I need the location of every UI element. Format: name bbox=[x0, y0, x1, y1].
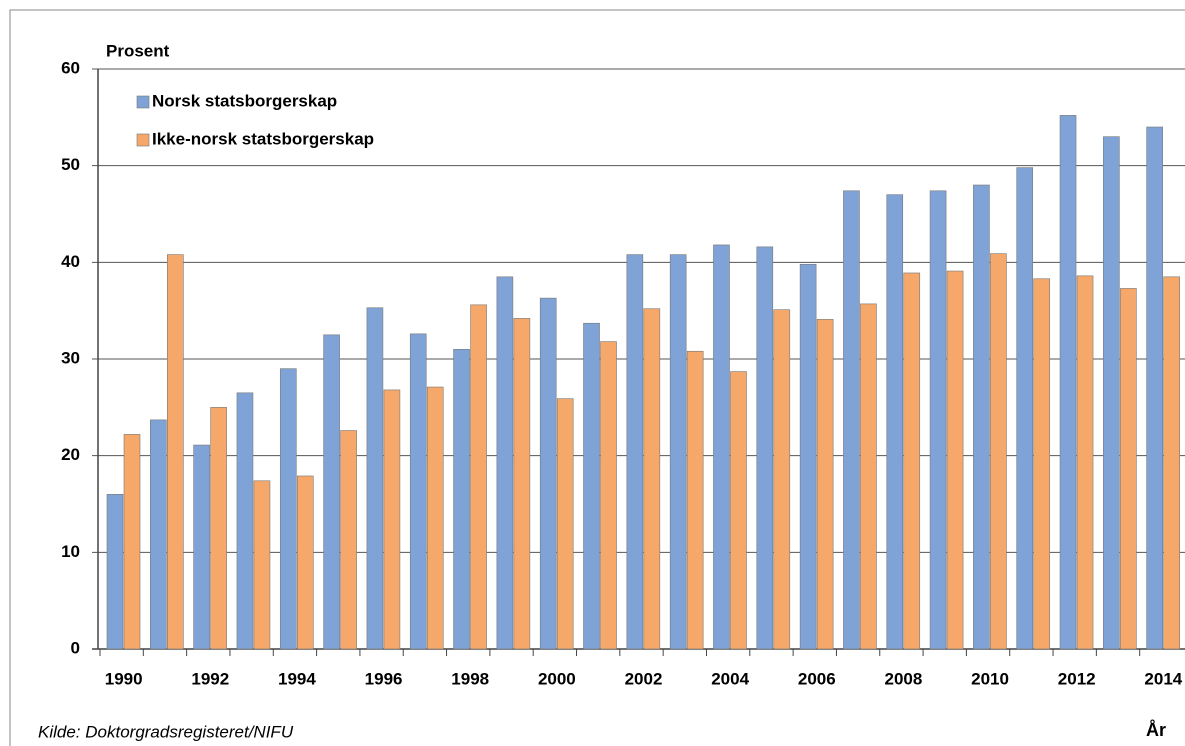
bar bbox=[843, 190, 860, 650]
bar bbox=[973, 184, 990, 650]
x-axis-label: År bbox=[1146, 720, 1166, 740]
x-tick-label: 1994 bbox=[278, 669, 316, 688]
bar bbox=[583, 322, 600, 650]
bar bbox=[600, 341, 617, 650]
y-tick-label: 50 bbox=[61, 155, 80, 174]
y-tick-label: 20 bbox=[61, 445, 80, 464]
bar bbox=[1076, 275, 1094, 650]
bar bbox=[210, 407, 227, 650]
bar bbox=[236, 392, 254, 650]
bar bbox=[470, 304, 487, 650]
x-tick-label: 1998 bbox=[451, 669, 489, 688]
bar bbox=[496, 276, 514, 650]
bar bbox=[886, 194, 904, 650]
y-tick-label: 0 bbox=[71, 638, 80, 657]
x-tick-label: 2000 bbox=[538, 669, 576, 688]
bar bbox=[167, 254, 184, 650]
x-tick-label: 2002 bbox=[625, 669, 663, 688]
bar bbox=[643, 308, 661, 650]
bar bbox=[1059, 115, 1077, 650]
x-tick-label: 2014 bbox=[1144, 669, 1182, 688]
bar bbox=[279, 368, 297, 650]
bar bbox=[193, 444, 210, 650]
y-tick-label: 30 bbox=[61, 348, 80, 367]
bar bbox=[513, 318, 531, 650]
bar bbox=[1146, 126, 1163, 650]
bar bbox=[340, 430, 357, 650]
bar bbox=[426, 386, 444, 650]
bar bbox=[453, 349, 470, 650]
bar bbox=[816, 319, 834, 650]
bar bbox=[296, 475, 314, 650]
bar bbox=[253, 480, 271, 650]
x-tick-label: 1990 bbox=[105, 669, 143, 688]
x-tick-label: 2004 bbox=[711, 669, 749, 688]
bar bbox=[773, 309, 791, 650]
legend-label: Norsk statsborgerskap bbox=[152, 91, 337, 110]
bar bbox=[730, 371, 747, 650]
bar bbox=[1103, 136, 1120, 650]
legend-swatch bbox=[136, 95, 150, 109]
bar bbox=[556, 398, 574, 650]
bar bbox=[123, 434, 141, 650]
bar bbox=[323, 334, 340, 650]
y-tick-label: 40 bbox=[61, 252, 80, 271]
x-tick-label: 2006 bbox=[798, 669, 836, 688]
bar bbox=[799, 263, 817, 650]
bar bbox=[929, 190, 947, 650]
chart-frame bbox=[9, 9, 1185, 746]
bar bbox=[383, 389, 401, 650]
bar bbox=[539, 297, 557, 650]
bar bbox=[990, 253, 1007, 650]
x-tick-label: 2008 bbox=[885, 669, 923, 688]
bar bbox=[106, 494, 124, 650]
bar bbox=[669, 254, 687, 650]
legend-label: Ikke-norsk statsborgerskap bbox=[152, 129, 374, 148]
bar bbox=[903, 272, 921, 650]
bar bbox=[626, 254, 644, 650]
bar bbox=[409, 333, 427, 650]
bar bbox=[756, 246, 774, 650]
bar bbox=[1016, 167, 1034, 650]
bar bbox=[150, 419, 167, 650]
bar bbox=[1163, 276, 1180, 650]
bar bbox=[366, 307, 384, 650]
y-axis-label: Prosent bbox=[106, 41, 170, 60]
legend-swatch bbox=[136, 133, 150, 147]
x-tick-label: 1996 bbox=[365, 669, 403, 688]
bar bbox=[1120, 288, 1137, 650]
y-tick-label: 10 bbox=[61, 542, 80, 561]
bar bbox=[860, 303, 877, 650]
bar bbox=[1033, 278, 1051, 650]
bar bbox=[713, 244, 730, 650]
x-tick-label: 2012 bbox=[1058, 669, 1096, 688]
x-tick-label: 1992 bbox=[191, 669, 229, 688]
source-note: Kilde: Doktorgradsregisteret/NIFU bbox=[38, 722, 294, 741]
bar bbox=[686, 350, 704, 650]
bar bbox=[946, 270, 964, 650]
y-tick-label: 60 bbox=[61, 58, 80, 77]
x-tick-label: 2010 bbox=[971, 669, 1009, 688]
